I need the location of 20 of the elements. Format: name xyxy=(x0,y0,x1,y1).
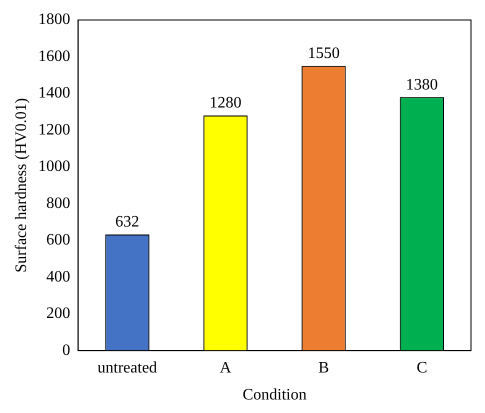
y-tick-label: 800 xyxy=(46,194,70,212)
y-tick-label: 0 xyxy=(62,342,70,359)
x-tick-label: A xyxy=(220,359,232,376)
x-tick-label: B xyxy=(318,359,330,376)
x-tick-label: untreated xyxy=(98,359,158,376)
y-tick-label: 600 xyxy=(46,232,70,249)
data-label: 1380 xyxy=(406,76,438,94)
data-label: 1550 xyxy=(308,45,340,62)
y-axis-title: Surface hardness (HV0.01) xyxy=(12,98,30,273)
y-tick-label: 200 xyxy=(46,305,70,322)
y-tick-label: 1800 xyxy=(38,11,70,28)
y-tick-label: 1000 xyxy=(38,158,70,176)
data-label: 1280 xyxy=(210,94,242,112)
x-tick-label: C xyxy=(416,359,428,376)
data-label: 632 xyxy=(115,214,140,231)
x-axis-title: Condition xyxy=(242,386,307,404)
y-tick-label: 1600 xyxy=(38,48,70,65)
y-tick-label: 400 xyxy=(46,268,70,286)
y-tick-label: 1400 xyxy=(38,84,70,102)
y-tick-label: 1200 xyxy=(38,121,70,138)
